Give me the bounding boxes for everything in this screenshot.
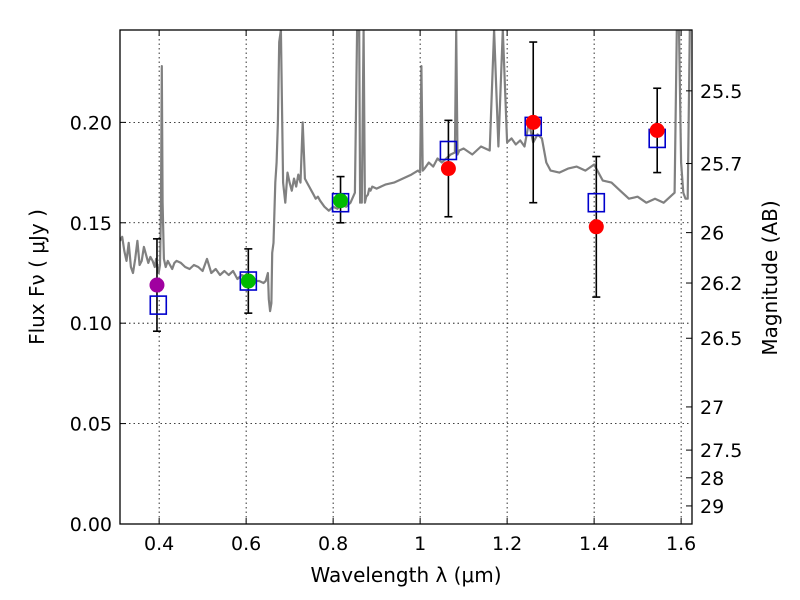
x-tick-label: 1.4 — [579, 533, 609, 555]
y-axis-label: Flux Fν ( μJy ) — [25, 209, 49, 345]
plot-area — [120, 30, 692, 524]
magnitude-tick-label: 26.2 — [700, 273, 742, 295]
x-tick-label: 1.6 — [666, 533, 696, 555]
observed-photometry-point — [649, 122, 665, 138]
magnitude-tick-label: 26.5 — [700, 328, 742, 350]
magnitude-axis: 25.5 25.7 26 26.2 26.5 27 27.5 28 29 — [686, 81, 742, 518]
model-photometry-point — [587, 192, 606, 213]
magnitude-tick-label: 25.7 — [700, 154, 742, 176]
observed-photometry-point — [588, 219, 604, 235]
y-tick-label: 0.10 — [70, 313, 112, 335]
observed-photometry-point — [149, 277, 165, 293]
model-photometry-point — [239, 271, 258, 291]
magnitude-tick-label: 27.5 — [700, 440, 742, 462]
observed-photometry-point — [440, 161, 456, 177]
plot-frame — [119, 29, 693, 525]
magnitude-axis-label: Magnitude (AB) — [758, 200, 782, 355]
magnitude-tick-label: 26 — [700, 223, 724, 245]
magnitude-tick-label: 27 — [700, 397, 724, 419]
x-axis-label: Wavelength λ (μm) — [310, 563, 501, 587]
y-tick-label: 0.05 — [70, 414, 112, 436]
y-tick-label: 0.20 — [70, 112, 112, 134]
x-tick-label: 0.8 — [318, 533, 348, 555]
magnitude-tick-label: 29 — [700, 496, 724, 518]
magnitude-tick-label: 25.5 — [700, 81, 742, 103]
y-tick-label: 0.15 — [70, 213, 112, 235]
x-tick-label: 1.2 — [492, 533, 522, 555]
observed-photometry-layer — [149, 114, 665, 293]
y-axis: 0.00 0.05 0.10 0.15 0.20 — [70, 112, 126, 536]
observed-photometry-point — [333, 193, 349, 209]
x-tick-label: 1 — [414, 533, 426, 555]
x-tick-label: 0.6 — [231, 533, 261, 555]
magnitude-tick-label: 28 — [700, 468, 724, 490]
x-axis: 0.4 0.6 0.8 1 1.2 1.4 1.6 — [144, 30, 696, 555]
model-photometry-point — [439, 140, 458, 161]
x-tick-label: 0.4 — [144, 533, 174, 555]
model-photometry-point — [149, 295, 168, 315]
y-tick-label: 0.00 — [70, 514, 112, 536]
observed-photometry-point — [240, 273, 256, 289]
observed-photometry-point — [525, 114, 541, 130]
